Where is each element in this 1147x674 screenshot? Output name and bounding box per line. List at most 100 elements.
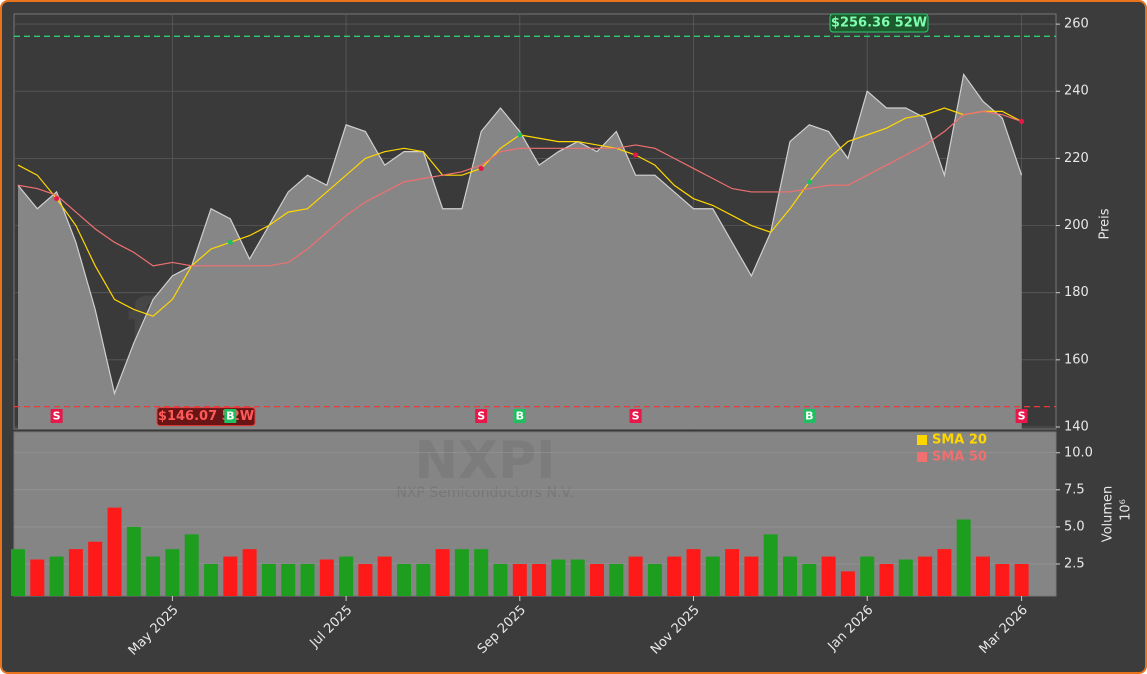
volume-bar xyxy=(88,541,103,596)
volume-bar xyxy=(454,549,469,596)
volume-bar xyxy=(11,549,25,596)
signal-label: S xyxy=(53,410,61,423)
signal-dot xyxy=(1019,118,1025,124)
y-tick-label: 220 xyxy=(1064,151,1089,166)
volume-bar xyxy=(725,549,740,596)
volume-bar xyxy=(146,556,161,596)
company-watermark: NXP Semiconductors N.V. xyxy=(396,485,573,501)
x-tick-label: Mar 2026 xyxy=(977,603,1031,657)
y-tick-label: 10.0 xyxy=(1064,445,1093,460)
y-axis-label: Preis xyxy=(1098,208,1113,239)
volume-bar xyxy=(686,549,701,596)
volume-bar xyxy=(937,549,952,596)
volume-bar xyxy=(783,556,797,596)
signal-label: S xyxy=(632,410,640,423)
signal-box xyxy=(803,409,816,423)
y-tick-label: 260 xyxy=(1064,17,1089,32)
signal-dot xyxy=(54,196,60,202)
signal-box xyxy=(513,409,526,423)
volume-bar xyxy=(165,549,180,596)
signal-label: B xyxy=(516,410,524,423)
volume-bar xyxy=(590,563,604,596)
volume-bar xyxy=(49,556,64,596)
volume-bar xyxy=(204,563,218,596)
volume-bar xyxy=(918,556,933,596)
volume-bar xyxy=(30,559,45,596)
signal-label: S xyxy=(477,410,485,423)
signal-dot xyxy=(633,152,639,158)
y-tick-label: 160 xyxy=(1064,352,1089,367)
volume-bar xyxy=(821,556,836,596)
volume-bar xyxy=(879,563,894,596)
y-tick-label: 140 xyxy=(1064,419,1089,434)
x-tick-label: May 2025 xyxy=(126,603,182,659)
annotation-label: $256.36 52W xyxy=(831,16,927,31)
volume-bar xyxy=(667,556,682,596)
volume-bar xyxy=(609,563,624,596)
volume-bar xyxy=(242,549,257,596)
legend-swatch xyxy=(917,452,927,462)
volume-bar xyxy=(705,556,720,596)
signal-label: S xyxy=(1018,410,1026,423)
x-tick-label: Jul 2025 xyxy=(307,603,356,652)
legend-label: SMA 20 xyxy=(932,433,987,448)
y-axis-exponent: 10⁶ xyxy=(1119,499,1134,521)
volume-bar xyxy=(358,563,373,596)
annotation-box xyxy=(829,13,929,33)
volume-bar xyxy=(339,556,354,596)
volume-bar xyxy=(261,563,276,596)
signal-box xyxy=(1015,409,1028,423)
y-axis-label: Volumen xyxy=(1101,486,1116,543)
signal-dot xyxy=(806,179,812,185)
volume-bar xyxy=(416,563,431,596)
signal-box xyxy=(50,409,63,423)
y-tick-label: 240 xyxy=(1064,84,1089,99)
volume-bar xyxy=(300,563,315,596)
volume-bar xyxy=(532,563,547,596)
volume-bar xyxy=(126,526,141,596)
volume-bar xyxy=(377,556,392,596)
volume-bar xyxy=(1014,563,1029,596)
volume-bar xyxy=(184,534,199,596)
y-tick-label: 7.5 xyxy=(1064,482,1085,497)
volume-bar xyxy=(435,549,450,596)
signal-dot xyxy=(227,239,233,245)
price-area xyxy=(18,74,1022,429)
signal-box xyxy=(224,409,237,423)
volume-bar xyxy=(570,559,585,596)
volume-bar xyxy=(956,519,971,596)
legend-swatch xyxy=(917,435,927,445)
volume-bar xyxy=(493,563,508,596)
signal-label: B xyxy=(226,410,234,423)
volume-bar xyxy=(281,563,296,596)
price-line xyxy=(17,72,1023,396)
volume-bar xyxy=(551,559,566,596)
volume-bar xyxy=(647,563,662,596)
x-tick-label: Nov 2025 xyxy=(648,603,703,658)
signal-dot xyxy=(517,132,523,138)
symbol-watermark: NXPI xyxy=(414,431,555,491)
volume-bar xyxy=(744,556,759,596)
signal-box xyxy=(475,409,488,423)
y-tick-label: 180 xyxy=(1064,285,1089,300)
signal-dot xyxy=(478,165,484,171)
legend-label: SMA 50 xyxy=(932,450,987,465)
x-tick-label: Jan 2026 xyxy=(825,603,877,655)
y-tick-label: 200 xyxy=(1064,218,1089,233)
sma-line xyxy=(17,110,1022,267)
y-tick-label: 2.5 xyxy=(1064,556,1085,571)
volume-bar xyxy=(397,563,411,596)
volume-bar xyxy=(68,549,83,596)
volume-bar xyxy=(898,559,913,596)
volume-bar xyxy=(474,549,489,596)
volume-bar xyxy=(628,556,643,596)
volume-bar xyxy=(976,556,990,596)
volume-bar xyxy=(223,556,238,596)
volume-bar xyxy=(995,563,1010,596)
y-tick-label: 5.0 xyxy=(1064,519,1085,534)
annotation-label: $146.07 52W xyxy=(158,409,254,424)
volume-bar xyxy=(763,534,778,596)
volume-bar xyxy=(860,556,875,596)
